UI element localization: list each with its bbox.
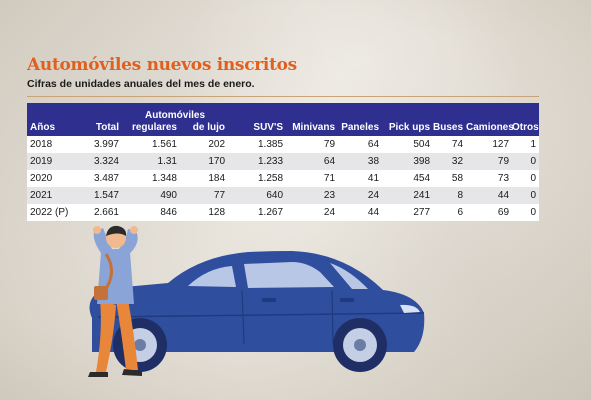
column-header: Buses — [433, 121, 467, 136]
row-year: 2022 (P) — [27, 204, 71, 221]
column-header: Otros — [512, 121, 540, 136]
table-cell: 73 — [466, 170, 513, 187]
column-header: SUV'S — [228, 121, 287, 136]
header-row-top: Automóviles — [27, 103, 540, 121]
row-year: 2020 — [27, 170, 71, 187]
table-cell: 1.31 — [122, 153, 180, 170]
column-header: Camiones — [466, 121, 514, 136]
table-cell: 79 — [286, 136, 339, 153]
table-cell: 74 — [433, 136, 467, 153]
table-cell: 32 — [433, 153, 467, 170]
table-row: 2019 3.324 1.31 170 1.233 64 38 398 32 79 0 — [27, 153, 540, 170]
table-cell: 490 — [122, 187, 180, 204]
table-row: 2020 3.487 1.348 184 1.258 71 41 454 58 73 0 — [27, 170, 540, 187]
table-cell: 2.661 — [71, 204, 122, 221]
table-cell: 23 — [286, 187, 339, 204]
header-row: Años Total regulares de lujo SUV'S Minivans Pa… — [27, 121, 540, 136]
table-cell: 170 — [180, 153, 229, 170]
table-cell: 6 — [433, 204, 467, 221]
table-row: 2022 (P) 2.661 846 128 1.267 24 44 277 6 69 0 — [27, 204, 540, 221]
table-cell: 3.997 — [71, 136, 122, 153]
table-cell: 8 — [433, 187, 467, 204]
column-header: Total — [71, 121, 122, 136]
column-header: regulares — [122, 121, 180, 136]
table-cell: 127 — [466, 136, 513, 153]
table-cell: 79 — [466, 153, 513, 170]
table-cell: 202 — [180, 136, 229, 153]
table-cell: 58 — [433, 170, 467, 187]
column-header: Pick ups — [382, 121, 434, 136]
data-table-container: Automóviles Años Total regulares de lujo SUV… — [27, 103, 540, 221]
car-illustration — [89, 251, 425, 372]
table-cell: 1.348 — [122, 170, 180, 187]
table-cell: 3.324 — [71, 153, 122, 170]
column-header: Paneles — [338, 121, 383, 136]
column-header: Minivans — [286, 121, 339, 136]
table-cell: 24 — [338, 187, 383, 204]
table-cell: 0 — [512, 170, 540, 187]
table-cell: 64 — [338, 136, 383, 153]
table-row: 2018 3.997 1.561 202 1.385 79 64 504 74 127 1 — [27, 136, 540, 153]
table-cell: 128 — [180, 204, 229, 221]
table-cell: 1.258 — [228, 170, 287, 187]
table-cell: 277 — [382, 204, 434, 221]
chart-title: Automóviles nuevos inscritos — [27, 55, 297, 75]
table-cell: 24 — [286, 204, 339, 221]
title-divider — [27, 96, 539, 97]
row-year: 2018 — [27, 136, 71, 153]
table-cell: 38 — [338, 153, 383, 170]
table-cell: 0 — [512, 204, 540, 221]
table-cell: 71 — [286, 170, 339, 187]
data-table: Automóviles Años Total regulares de lujo SUV… — [27, 103, 540, 221]
table-cell: 69 — [466, 204, 513, 221]
table-cell: 184 — [180, 170, 229, 187]
row-year: 2021 — [27, 187, 71, 204]
table-cell: 398 — [382, 153, 434, 170]
header-spacer — [27, 103, 122, 121]
table-cell: 454 — [382, 170, 434, 187]
table-cell: 1.267 — [228, 204, 287, 221]
table-cell: 1.561 — [122, 136, 180, 153]
table-cell: 44 — [338, 204, 383, 221]
table-cell: 44 — [466, 187, 513, 204]
table-cell: 3.487 — [71, 170, 122, 187]
row-year: 2019 — [27, 153, 71, 170]
header-spacer — [228, 103, 540, 121]
table-row: 2021 1.547 490 77 640 23 24 241 8 44 0 — [27, 187, 540, 204]
table-body: 2018 3.997 1.561 202 1.385 79 64 504 74 127 1 2019 3… — [27, 136, 540, 221]
table-cell: 1.547 — [71, 187, 122, 204]
table-cell: 0 — [512, 187, 540, 204]
table-cell: 77 — [180, 187, 229, 204]
table-cell: 41 — [338, 170, 383, 187]
table-cell: 1 — [512, 136, 540, 153]
table-cell: 640 — [228, 187, 287, 204]
chart-subtitle: Cifras de unidades anuales del mes de en… — [27, 78, 255, 90]
table-cell: 846 — [122, 204, 180, 221]
table-cell: 0 — [512, 153, 540, 170]
table-cell: 504 — [382, 136, 434, 153]
column-header: de lujo — [180, 121, 229, 136]
table-cell: 241 — [382, 187, 434, 204]
header-group-automoviles: Automóviles — [122, 103, 229, 121]
person-illustration — [88, 225, 142, 377]
column-header: Años — [27, 121, 71, 136]
table-cell: 64 — [286, 153, 339, 170]
table-cell: 1.233 — [228, 153, 287, 170]
table-cell: 1.385 — [228, 136, 287, 153]
